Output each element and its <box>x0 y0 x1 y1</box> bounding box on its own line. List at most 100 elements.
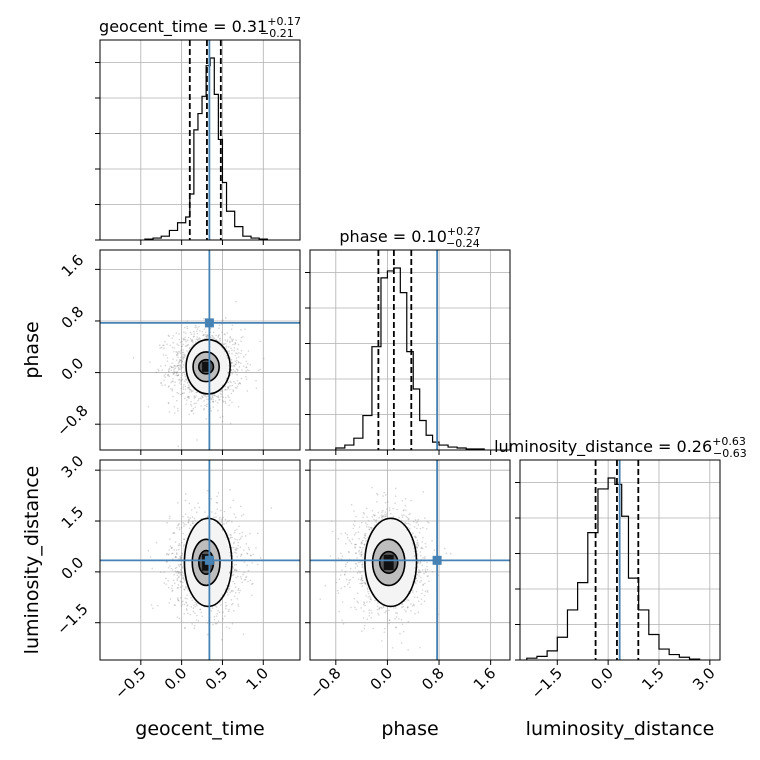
scatter-point <box>384 513 386 516</box>
scatter-point <box>412 520 415 523</box>
scatter-point <box>341 601 344 603</box>
scatter-point <box>201 396 204 398</box>
scatter-point <box>347 583 349 586</box>
scatter-point <box>176 616 179 618</box>
scatter-point <box>205 335 208 338</box>
scatter-point <box>418 575 420 577</box>
scatter-point <box>368 526 370 528</box>
scatter-point <box>423 594 426 597</box>
scatter-point <box>182 343 184 346</box>
scatter-point <box>415 536 417 539</box>
scatter-point <box>256 532 259 535</box>
scatter-point <box>346 536 349 539</box>
scatter-point <box>370 598 372 601</box>
scatter-point <box>179 380 182 382</box>
scatter-point <box>150 604 153 606</box>
scatter-point <box>227 394 229 397</box>
scatter-point <box>417 562 419 565</box>
scatter-point <box>206 335 209 338</box>
scatter-point <box>173 365 176 367</box>
scatter-point <box>213 393 215 396</box>
scatter-point <box>193 627 196 630</box>
scatter-point <box>225 605 227 608</box>
scatter-point <box>234 354 237 357</box>
scatter-point <box>428 580 430 583</box>
scatter-point <box>344 565 347 568</box>
scatter-point <box>368 612 371 614</box>
scatter-point <box>415 577 417 580</box>
scatter-point <box>234 551 236 554</box>
scatter-point <box>227 386 230 389</box>
scatter-point <box>147 549 150 552</box>
scatter-point <box>401 499 404 502</box>
scatter-point <box>226 340 229 343</box>
scatter-point <box>237 361 240 364</box>
scatter-point <box>198 325 200 328</box>
scatter-point <box>235 357 238 359</box>
scatter-point <box>214 400 217 402</box>
scatter-point <box>236 373 238 376</box>
scatter-point <box>340 587 343 589</box>
scatter-point <box>186 399 188 401</box>
scatter-point <box>231 372 233 375</box>
scatter-point <box>177 599 180 602</box>
scatter-point <box>231 536 233 539</box>
scatter-point <box>224 385 227 388</box>
scatter-point <box>391 646 394 649</box>
scatter-point <box>259 340 262 343</box>
scatter-point <box>227 594 229 596</box>
scatter-point <box>400 619 403 621</box>
scatter-point <box>237 405 240 408</box>
scatter-point <box>359 582 361 585</box>
scatter-point <box>349 540 352 543</box>
scatter-point <box>229 380 231 382</box>
panel-frame <box>99 39 301 241</box>
scatter-point <box>211 396 213 399</box>
title-geocent-time-main: geocent_time = 0.31 <box>99 17 267 37</box>
scatter-point <box>362 546 364 549</box>
scatter-point <box>359 561 362 563</box>
scatter-point <box>186 327 189 330</box>
scatter-point <box>401 603 404 605</box>
scatter-point <box>222 516 225 519</box>
scatter-point <box>413 596 416 599</box>
scatter-point <box>403 514 405 516</box>
scatter-point <box>177 586 180 589</box>
scatter-point <box>183 356 186 359</box>
scatter-point <box>385 610 387 612</box>
scatter-point <box>353 543 356 546</box>
scatter-point <box>217 620 220 623</box>
scatter-point <box>431 571 434 573</box>
scatter-point <box>210 511 213 513</box>
scatter-point <box>222 399 224 402</box>
scatter-point <box>206 398 208 401</box>
scatter-point <box>242 633 245 635</box>
scatter-point <box>413 550 416 553</box>
scatter-point <box>187 396 190 398</box>
scatter-point <box>396 612 398 614</box>
scatter-point <box>352 527 355 530</box>
scatter-point <box>236 547 239 550</box>
scatter-point <box>387 501 389 503</box>
scatter-point <box>394 502 396 505</box>
scatter-point <box>211 337 213 339</box>
scatter-point <box>175 350 178 353</box>
scatter-point <box>369 598 372 600</box>
scatter-point <box>378 608 381 611</box>
scatter-point <box>232 338 235 341</box>
scatter-point <box>181 351 184 354</box>
scatter-point <box>191 338 193 341</box>
scatter-point <box>252 553 254 555</box>
scatter-point <box>359 572 361 574</box>
scatter-point <box>188 397 190 400</box>
scatter-point <box>355 608 358 611</box>
scatter-point <box>234 363 237 365</box>
scatter-point <box>377 511 380 514</box>
scatter-point <box>398 516 400 519</box>
scatter-point <box>364 583 367 585</box>
scatter-point <box>178 542 181 545</box>
histogram-luminosity-distance <box>526 477 701 660</box>
scatter-point <box>232 390 235 392</box>
scatter-point <box>190 596 192 599</box>
scatter-point <box>244 375 247 378</box>
